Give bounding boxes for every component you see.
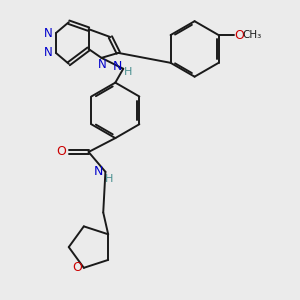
Text: O: O [235, 28, 244, 42]
Text: N: N [44, 27, 52, 40]
Text: O: O [72, 261, 82, 274]
Text: H: H [105, 174, 114, 184]
Text: N: N [112, 60, 122, 73]
Text: N: N [94, 165, 103, 178]
Text: O: O [56, 146, 66, 158]
Text: H: H [124, 67, 132, 77]
Text: N: N [98, 58, 107, 71]
Text: CH₃: CH₃ [243, 30, 262, 40]
Text: N: N [44, 46, 52, 59]
